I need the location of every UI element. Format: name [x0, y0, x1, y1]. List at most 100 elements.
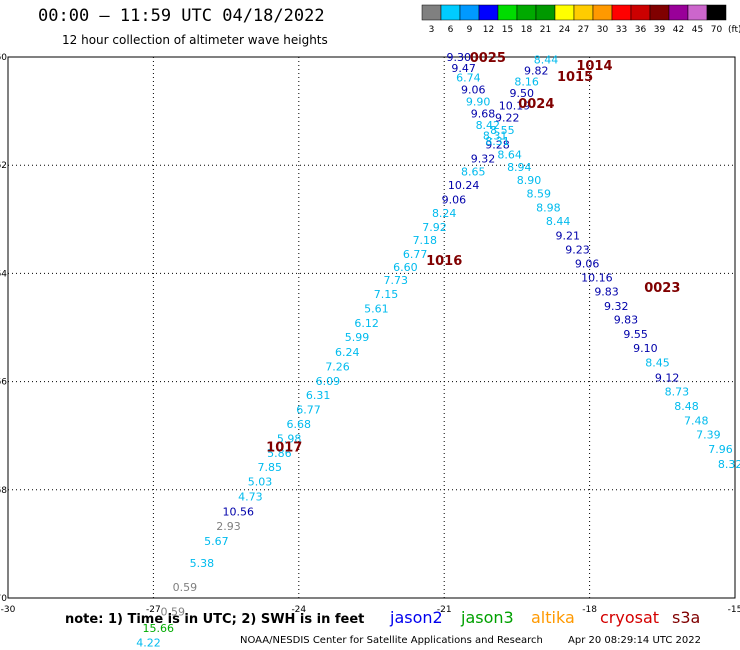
time-label: 1015 — [557, 70, 593, 85]
x-tick-label: -21 — [437, 605, 452, 615]
data-point-label: 8.64 — [497, 148, 522, 161]
legend-label: 27 — [578, 25, 589, 35]
data-point-label: 8.16 — [514, 75, 539, 88]
legend-label: 21 — [540, 25, 551, 35]
data-point-label: 7.18 — [413, 234, 438, 247]
legend-unit: (ft) — [728, 25, 740, 35]
data-point-label: 6.74 — [456, 72, 481, 85]
data-point-label: 6.77 — [296, 404, 321, 417]
data-point-label: 8.65 — [461, 166, 486, 179]
plot-frame — [7, 56, 736, 599]
legend-swatch — [516, 4, 537, 21]
mission-label-cryosat: cryosat — [600, 608, 660, 627]
time-label: 1017 — [266, 441, 302, 456]
footer-note: note: 1) Time is in UTC; 2) SWH is in fe… — [65, 612, 365, 627]
data-point-label: 7.26 — [325, 360, 350, 373]
data-point-label: 4.22 — [136, 636, 161, 649]
data-point-label: 9.22 — [495, 112, 520, 125]
legend-swatch — [497, 4, 518, 21]
legend-label: 15 — [502, 25, 513, 35]
data-point-label: 6.12 — [354, 317, 379, 330]
legend-swatch — [706, 4, 727, 21]
data-point-label: 0.59 — [161, 606, 186, 619]
data-point-label: 15.66 — [142, 622, 174, 635]
data-point-label: 6.24 — [335, 346, 360, 359]
legend-label: 70 — [711, 25, 723, 35]
data-point-label: 8.48 — [674, 400, 699, 413]
legend-label: 9 — [467, 25, 473, 35]
data-point-label: 9.06 — [575, 258, 600, 271]
chart-subtitle: 12 hour collection of altimeter wave hei… — [62, 33, 328, 47]
data-point-label: 5.98 — [277, 432, 302, 445]
data-point-label: 5.61 — [364, 303, 389, 316]
data-point-label: 4.73 — [238, 490, 263, 503]
data-point-label: 9.30 — [446, 51, 471, 64]
legend-label: 33 — [616, 25, 627, 35]
legend-swatch — [592, 4, 613, 21]
legend-label: 24 — [559, 25, 571, 35]
credit-text: NOAA/NESDIS Center for Satellite Applica… — [240, 635, 543, 646]
data-point-label: 9.10 — [633, 342, 658, 355]
data-point-label: 5.03 — [248, 476, 273, 489]
data-point-label: 9.50 — [509, 87, 534, 100]
legend-label: 45 — [692, 25, 703, 35]
data-point-label: 8.59 — [526, 187, 551, 200]
chart-title: 00:00 – 11:59 UTC 04/18/2022 — [38, 6, 325, 26]
legend-swatch — [630, 4, 651, 21]
data-point-label: 9.83 — [594, 285, 619, 298]
data-point-label: 8.31 — [483, 129, 508, 142]
data-point-label: 7.85 — [257, 461, 282, 474]
data-point-label: 9.21 — [556, 230, 581, 243]
data-point-label: 8.55 — [490, 124, 515, 137]
mission-label-jason3: jason3 — [461, 608, 514, 627]
time-label: 1016 — [426, 254, 462, 269]
data-point-label: 9.82 — [524, 65, 549, 78]
legend-label: 12 — [483, 25, 494, 35]
data-point-label: 9.83 — [614, 313, 639, 326]
legend-swatch — [459, 4, 480, 21]
data-point-label: 9.12 — [655, 371, 680, 384]
legend-label: 39 — [654, 25, 666, 35]
data-point-label: 6.60 — [393, 261, 418, 274]
data-point-label: 9.06 — [442, 193, 467, 206]
data-point-label: 6.09 — [316, 375, 341, 388]
y-tick-label: -62 — [0, 161, 7, 171]
data-point-label: 5.38 — [190, 557, 215, 570]
time-label: 0024 — [518, 97, 554, 112]
data-point-label: 10.16 — [581, 272, 613, 285]
legend-label: 36 — [635, 25, 647, 35]
time-label: 0023 — [644, 281, 680, 296]
time-label: 0025 — [470, 51, 506, 66]
legend-swatch — [478, 4, 499, 21]
x-tick-label: -30 — [1, 605, 16, 615]
data-point-label: 8.44 — [534, 54, 559, 67]
y-tick-label: -66 — [0, 378, 7, 388]
data-point-label: 6.77 — [403, 248, 428, 261]
data-point-label: 6.68 — [287, 418, 312, 431]
data-point-label: 10.19 — [499, 100, 531, 113]
data-point-label: 8.94 — [507, 161, 532, 174]
mission-label-jason2: jason2 — [390, 608, 443, 627]
legend-swatch — [668, 4, 689, 21]
data-point-label: 2.93 — [216, 520, 241, 533]
legend-label: 18 — [521, 25, 533, 35]
x-tick-label: -24 — [291, 605, 306, 615]
time-label: 1014 — [576, 59, 612, 74]
legend-swatch — [687, 4, 708, 21]
data-point-label: 8.90 — [517, 174, 542, 187]
y-tick-label: -64 — [0, 269, 7, 279]
data-point-label: 9.23 — [565, 244, 590, 257]
data-point-label: 8.45 — [645, 357, 670, 370]
data-point-label: 7.73 — [383, 274, 408, 287]
x-tick-label: -15 — [728, 605, 740, 615]
data-point-label: 8.44 — [546, 215, 571, 228]
data-point-label: 7.39 — [696, 429, 721, 442]
legend-label: 6 — [448, 25, 454, 35]
data-point-label: 6.31 — [306, 389, 331, 402]
legend-swatch — [649, 4, 670, 21]
y-tick-label: -68 — [0, 486, 7, 496]
data-point-label: 7.15 — [374, 288, 399, 301]
legend-label: 3 — [429, 25, 435, 35]
data-point-label: 7.48 — [684, 415, 709, 428]
